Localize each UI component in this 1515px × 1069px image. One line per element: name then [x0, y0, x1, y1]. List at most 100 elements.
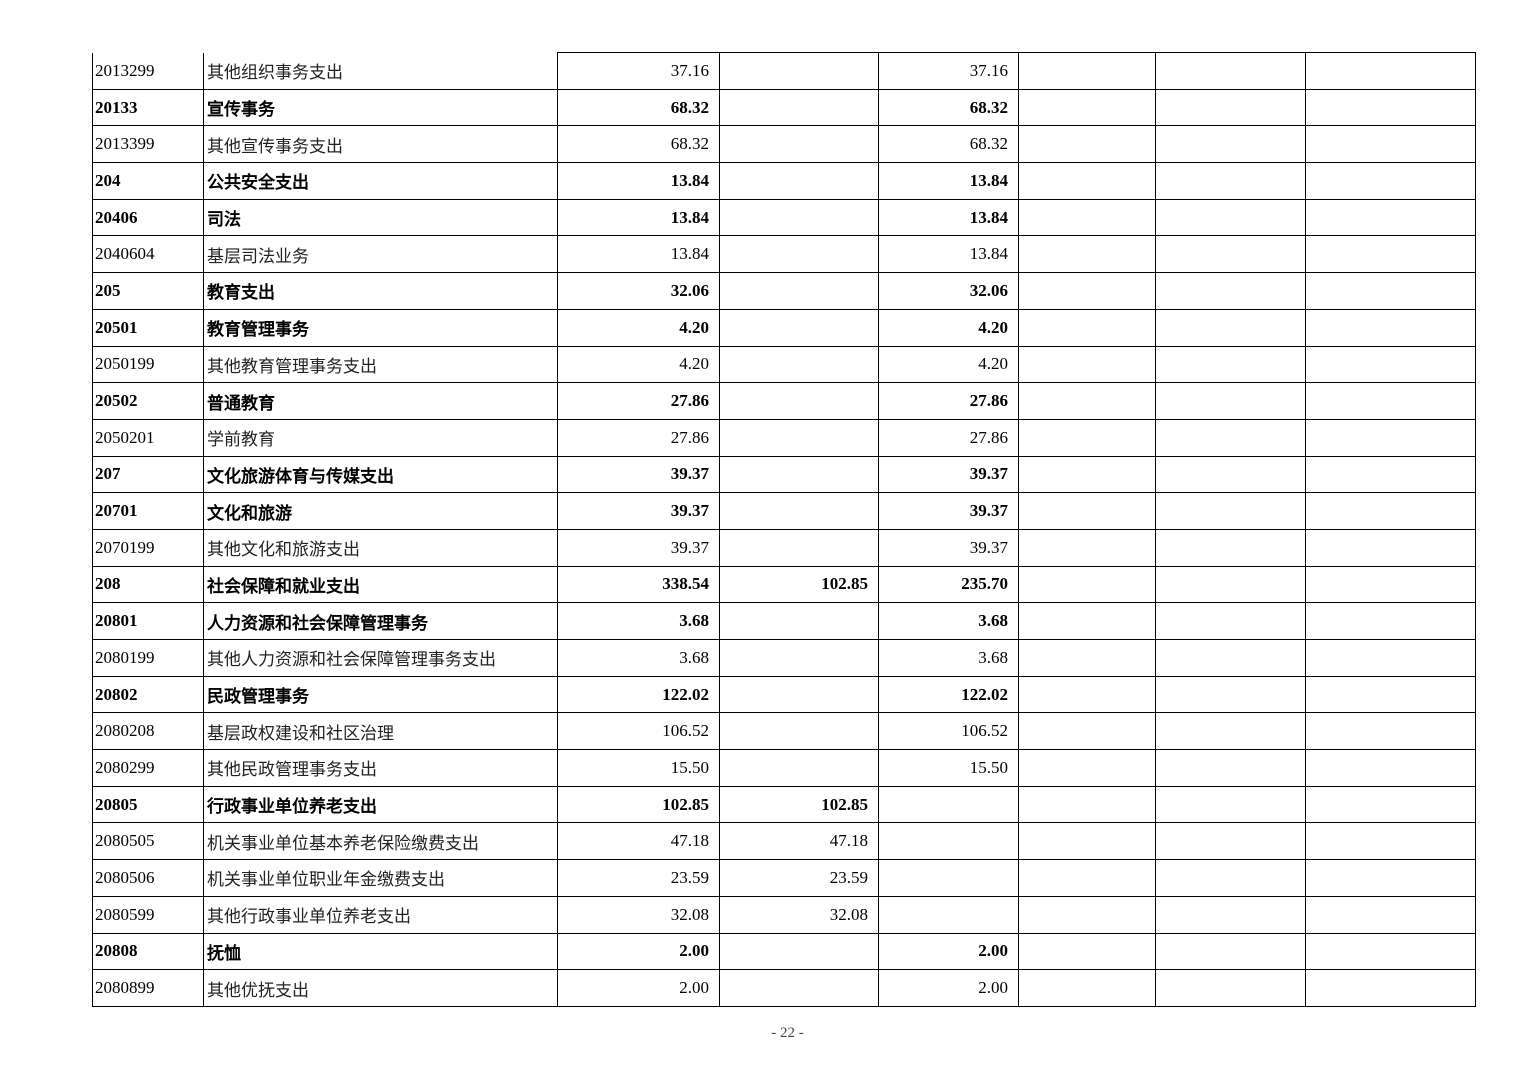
empty-cell	[1305, 528, 1476, 567]
empty-cell	[1155, 675, 1306, 714]
expenditure-table: 2013299 其他组织事务支出 37.16 37.16 20133 宣传事务 68.32 6…	[92, 52, 1476, 1007]
name-cell: 其他组织事务支出	[203, 52, 558, 90]
name-cell: 学前教育	[203, 418, 558, 457]
project-cell: 13.84	[878, 198, 1019, 237]
empty-cell	[1305, 88, 1476, 127]
empty-cell	[1018, 675, 1156, 714]
table-row: 2080299 其他民政管理事务支出 15.50 15.50	[92, 749, 1476, 787]
basic-cell: 32.08	[719, 895, 879, 934]
basic-cell	[719, 52, 879, 90]
name-cell: 民政管理事务	[203, 675, 558, 714]
total-cell: 32.06	[557, 272, 720, 310]
empty-cell	[1018, 528, 1156, 567]
project-cell: 39.37	[878, 492, 1019, 530]
project-cell: 13.84	[878, 235, 1019, 274]
basic-cell	[719, 492, 879, 530]
code-cell: 207	[92, 455, 204, 494]
total-cell: 39.37	[557, 492, 720, 530]
code-cell: 2080199	[92, 639, 204, 677]
empty-cell	[1305, 125, 1476, 164]
empty-cell	[1305, 418, 1476, 457]
empty-cell	[1018, 455, 1156, 494]
code-cell: 2080299	[92, 749, 204, 787]
name-cell: 其他行政事业单位养老支出	[203, 895, 558, 934]
empty-cell	[1018, 932, 1156, 971]
project-cell: 2.00	[878, 969, 1019, 1007]
table-row: 2040604 基层司法业务 13.84 13.84	[92, 235, 1476, 274]
code-cell: 2013299	[92, 52, 204, 90]
total-cell: 15.50	[557, 749, 720, 787]
name-cell: 教育支出	[203, 272, 558, 310]
total-cell: 68.32	[557, 125, 720, 164]
code-cell: 20808	[92, 932, 204, 971]
total-cell: 106.52	[557, 712, 720, 751]
empty-cell	[1305, 602, 1476, 640]
project-cell: 2.00	[878, 932, 1019, 971]
empty-cell	[1018, 565, 1156, 604]
empty-cell	[1018, 272, 1156, 310]
empty-cell	[1155, 749, 1306, 787]
code-cell: 20802	[92, 675, 204, 714]
basic-cell	[719, 712, 879, 751]
basic-cell: 23.59	[719, 859, 879, 897]
table-row: 20802 民政管理事务 122.02 122.02	[92, 675, 1476, 714]
table-row: 2080199 其他人力资源和社会保障管理事务支出 3.68 3.68	[92, 639, 1476, 677]
name-cell: 人力资源和社会保障管理事务	[203, 602, 558, 640]
code-cell: 2040604	[92, 235, 204, 274]
total-cell: 338.54	[557, 565, 720, 604]
total-cell: 13.84	[557, 162, 720, 200]
basic-cell	[719, 969, 879, 1007]
empty-cell	[1155, 345, 1306, 384]
name-cell: 机关事业单位基本养老保险缴费支出	[203, 822, 558, 861]
total-cell: 2.00	[557, 969, 720, 1007]
empty-cell	[1305, 895, 1476, 934]
empty-cell	[1305, 382, 1476, 420]
empty-cell	[1305, 749, 1476, 787]
empty-cell	[1305, 639, 1476, 677]
empty-cell	[1018, 602, 1156, 640]
code-cell: 205	[92, 272, 204, 310]
project-cell	[878, 822, 1019, 861]
total-cell: 37.16	[557, 52, 720, 90]
empty-cell	[1155, 455, 1306, 494]
table-row: 204 公共安全支出 13.84 13.84	[92, 162, 1476, 200]
empty-cell	[1305, 969, 1476, 1007]
code-cell: 2013399	[92, 125, 204, 164]
empty-cell	[1305, 345, 1476, 384]
name-cell: 其他民政管理事务支出	[203, 749, 558, 787]
empty-cell	[1018, 492, 1156, 530]
empty-cell	[1018, 162, 1156, 200]
table-row: 2080505 机关事业单位基本养老保险缴费支出 47.18 47.18	[92, 822, 1476, 861]
project-cell: 106.52	[878, 712, 1019, 751]
empty-cell	[1018, 345, 1156, 384]
basic-cell	[719, 749, 879, 787]
basic-cell	[719, 639, 879, 677]
empty-cell	[1155, 198, 1306, 237]
basic-cell	[719, 345, 879, 384]
empty-cell	[1155, 382, 1306, 420]
empty-cell	[1155, 932, 1306, 971]
basic-cell	[719, 125, 879, 164]
project-cell: 13.84	[878, 162, 1019, 200]
name-cell: 其他优抚支出	[203, 969, 558, 1007]
project-cell: 27.86	[878, 418, 1019, 457]
code-cell: 20701	[92, 492, 204, 530]
empty-cell	[1305, 198, 1476, 237]
table-row: 205 教育支出 32.06 32.06	[92, 272, 1476, 310]
code-cell: 208	[92, 565, 204, 604]
empty-cell	[1018, 52, 1156, 90]
table-row: 20406 司法 13.84 13.84	[92, 198, 1476, 237]
total-cell: 23.59	[557, 859, 720, 897]
project-cell	[878, 859, 1019, 897]
code-cell: 20501	[92, 308, 204, 347]
empty-cell	[1018, 822, 1156, 861]
project-cell: 122.02	[878, 675, 1019, 714]
empty-cell	[1155, 785, 1306, 824]
code-cell: 2080208	[92, 712, 204, 751]
empty-cell	[1305, 52, 1476, 90]
project-cell: 32.06	[878, 272, 1019, 310]
name-cell: 基层政权建设和社区治理	[203, 712, 558, 751]
total-cell: 13.84	[557, 235, 720, 274]
empty-cell	[1018, 308, 1156, 347]
project-cell	[878, 785, 1019, 824]
